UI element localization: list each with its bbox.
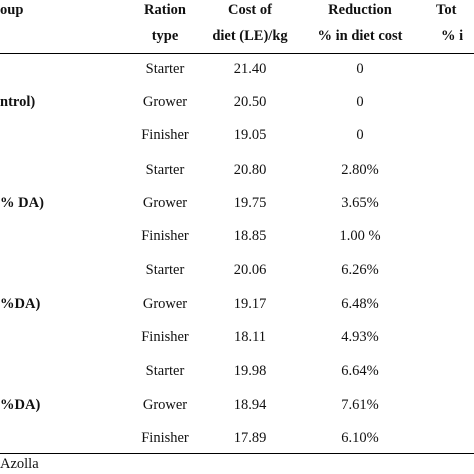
cost-cell: 19.17 xyxy=(233,296,267,312)
reduction-cell: 6.64% xyxy=(341,363,379,379)
ration-cell: Grower xyxy=(142,397,188,413)
ration-cell: Starter xyxy=(145,162,185,178)
cost-cell: 19.05 xyxy=(233,127,267,143)
group-label: ntrol) xyxy=(0,94,36,110)
ration-cell: Grower xyxy=(142,296,188,312)
cost-cell: 20.06 xyxy=(233,262,267,278)
header-ration-line1: Ration xyxy=(144,2,186,18)
cost-cell: 20.80 xyxy=(233,162,267,178)
group-label: % DA) xyxy=(0,195,44,211)
header-total-line2: % i xyxy=(441,28,464,44)
header-cost-line2: diet (LE)/kg xyxy=(212,28,288,44)
reduction-cell: 2.80% xyxy=(341,162,379,178)
header-total-line1: Tot xyxy=(436,2,457,18)
header-reduction-line1: Reduction xyxy=(328,2,392,18)
reduction-cell: 4.93% xyxy=(341,329,379,345)
ration-cell: Finisher xyxy=(141,329,189,345)
ration-cell: Grower xyxy=(142,195,188,211)
cost-cell: 18.85 xyxy=(233,228,267,244)
ration-cell: Starter xyxy=(145,363,185,379)
header-group-fragment: oup xyxy=(0,2,24,18)
cost-cell: 18.94 xyxy=(233,397,267,413)
cost-cell: 17.89 xyxy=(233,430,267,446)
header-ration-line2: type xyxy=(151,28,179,44)
group-label: %DA) xyxy=(0,397,41,413)
reduction-cell: 0 xyxy=(356,94,364,110)
cost-cell: 19.98 xyxy=(233,363,267,379)
cost-cell: 19.75 xyxy=(233,195,267,211)
reduction-cell: 6.26% xyxy=(341,262,379,278)
reduction-cell: 6.10% xyxy=(341,430,379,446)
reduction-cell: 0 xyxy=(356,127,364,143)
bottom-rule xyxy=(0,453,474,454)
ration-cell: Starter xyxy=(145,262,185,278)
reduction-cell: 3.65% xyxy=(341,195,379,211)
group-label: %DA) xyxy=(0,296,41,312)
header-rule xyxy=(0,53,474,54)
reduction-cell: 6.48% xyxy=(341,296,379,312)
header-reduction-line2: % in diet cost xyxy=(317,28,403,44)
cost-cell: 21.40 xyxy=(233,61,267,77)
header-cost-line1: Cost of xyxy=(228,2,272,18)
ration-cell: Starter xyxy=(145,61,185,77)
reduction-cell: 7.61% xyxy=(341,397,379,413)
cost-cell: 18.11 xyxy=(233,329,267,345)
reduction-cell: 0 xyxy=(356,61,364,77)
reduction-cell: 1.00 % xyxy=(339,228,381,244)
footnote: Azolla xyxy=(0,456,39,472)
cost-cell: 20.50 xyxy=(233,94,267,110)
ration-cell: Finisher xyxy=(141,127,189,143)
ration-cell: Grower xyxy=(142,94,188,110)
ration-cell: Finisher xyxy=(141,228,189,244)
ration-cell: Finisher xyxy=(141,430,189,446)
